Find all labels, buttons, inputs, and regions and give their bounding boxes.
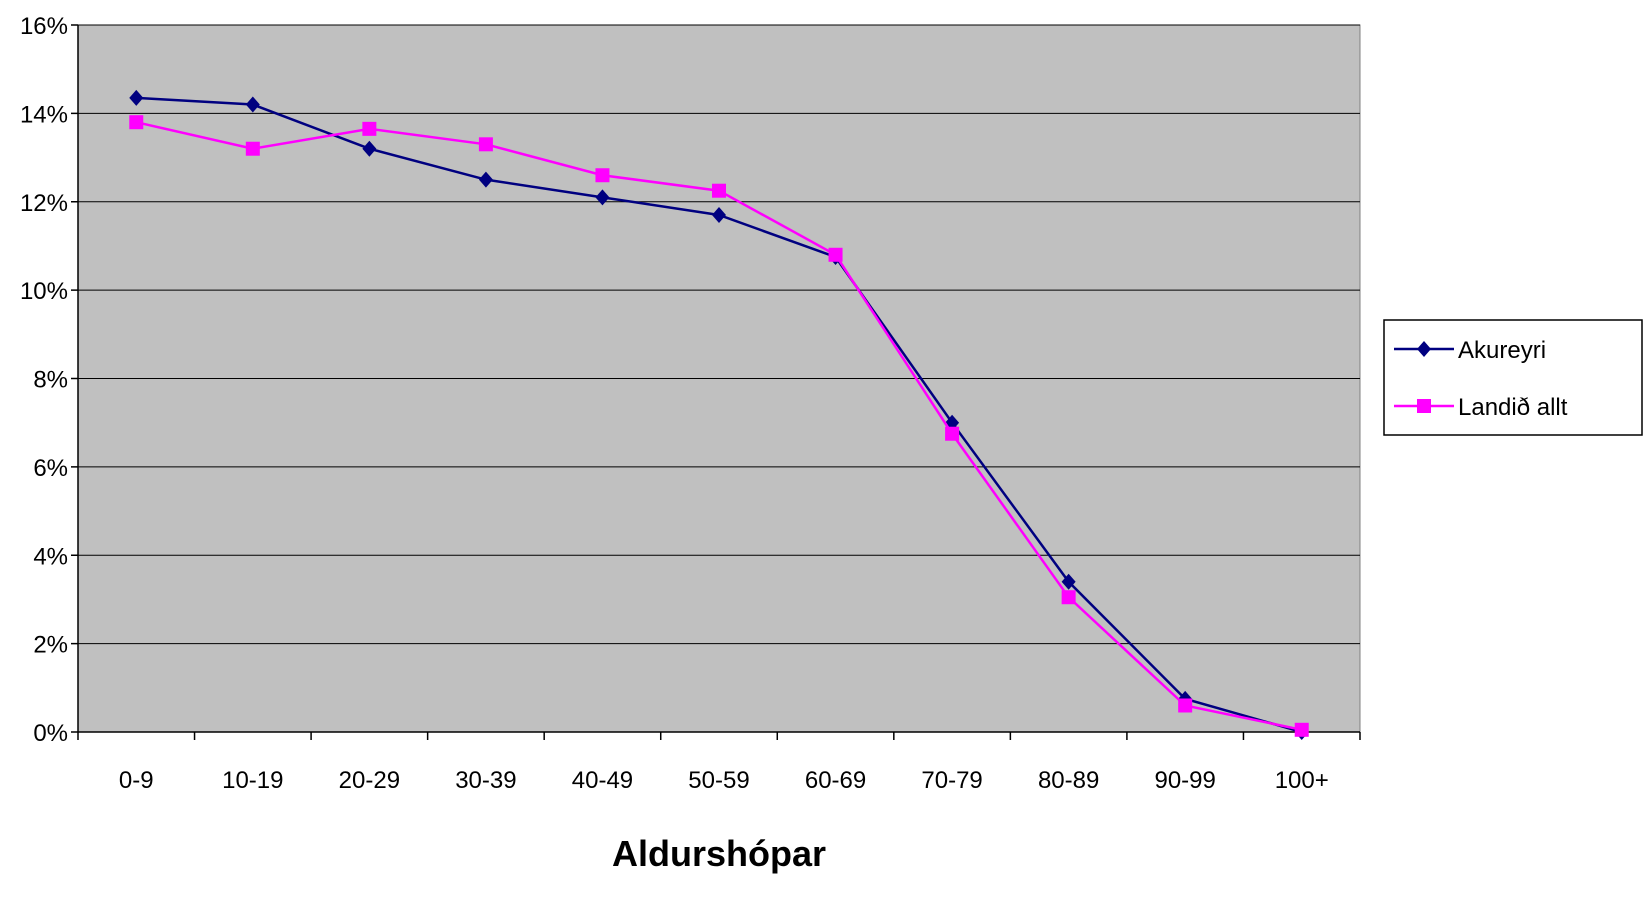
data-point (478, 171, 493, 188)
x-tick-label: 10-19 (222, 767, 283, 794)
y-tick-label: 6% (33, 455, 68, 482)
data-point (1061, 590, 1076, 605)
y-tick-label: 12% (20, 190, 68, 217)
x-tick-label: 90-99 (1154, 767, 1215, 794)
y-tick-label: 2% (33, 632, 68, 659)
y-axis-ticks: 0% 2% 4% 6% 8% 10% 12% 14% 16% (20, 13, 78, 747)
legend-marker (1417, 399, 1431, 413)
legend-item: Akureyri (1394, 337, 1546, 364)
data-point (362, 121, 377, 136)
x-tick-label: 70-79 (921, 767, 982, 794)
y-tick-label: 0% (33, 720, 68, 747)
legend-label: Akureyri (1458, 337, 1546, 364)
legend-marker (1417, 341, 1431, 357)
y-tick-label: 4% (33, 543, 68, 570)
data-point (245, 141, 260, 156)
x-tick-label: 50-59 (688, 767, 749, 794)
legend-box (1383, 319, 1643, 436)
data-point (478, 137, 493, 152)
y-tick-label: 16% (20, 13, 68, 40)
x-axis-ticks: 0-9 10-19 20-29 30-39 40-49 50-59 60-69 70-79 80… (77, 732, 1361, 794)
y-tick-label: 8% (33, 367, 68, 394)
x-tick-label: 0-9 (119, 767, 154, 794)
x-tick-label: 60-69 (805, 767, 866, 794)
data-point (945, 426, 960, 441)
data-point (1061, 573, 1076, 590)
data-point (595, 189, 610, 206)
series-2 (129, 115, 1309, 737)
legend-item: Landið allt (1394, 394, 1568, 421)
series-layer (129, 89, 1309, 740)
x-tick-label: 30-39 (455, 767, 516, 794)
y-tick-label: 10% (20, 278, 68, 305)
x-tick-label: 100+ (1275, 767, 1329, 794)
data-point (1178, 698, 1193, 713)
data-point (1294, 722, 1309, 737)
legend: Akureyri Landið allt (1383, 319, 1643, 436)
data-point (828, 247, 843, 262)
data-point (362, 140, 377, 157)
x-tick-label: 40-49 (572, 767, 633, 794)
data-point (129, 115, 144, 130)
y-tick-label: 14% (20, 101, 68, 128)
x-tick-label: 80-89 (1038, 767, 1099, 794)
legend-label: Landið allt (1458, 394, 1568, 421)
data-point (712, 183, 726, 198)
data-point (245, 96, 260, 113)
data-point (595, 168, 610, 183)
x-tick-label: 20-29 (339, 767, 400, 794)
gridlines (78, 24, 1360, 645)
x-axis-title: Aldurshópar (612, 833, 826, 874)
data-point (129, 89, 144, 106)
data-point (712, 207, 726, 224)
